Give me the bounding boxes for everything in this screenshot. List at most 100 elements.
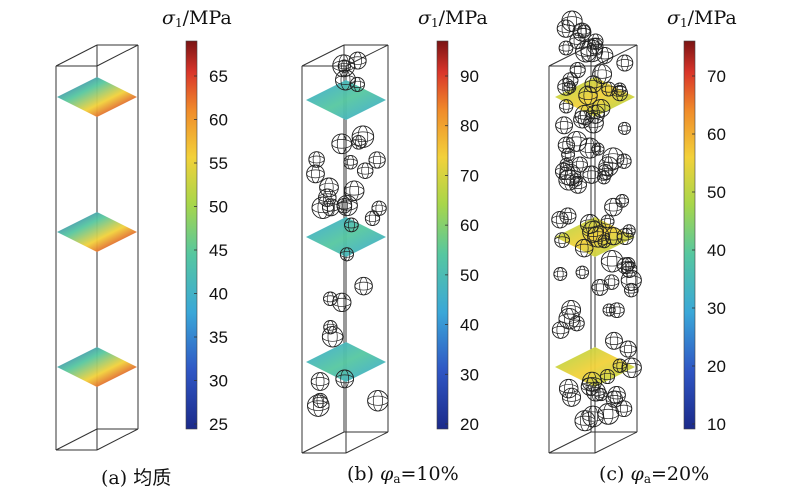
aggregate-particle-c xyxy=(600,249,624,273)
stress-slice-b-1 xyxy=(306,80,386,120)
caption-a: (a) 均质 xyxy=(101,467,172,489)
stress-slice-c-2 xyxy=(555,217,635,257)
colorbar-tick-a: 35 xyxy=(209,328,228,347)
aggregate-particle-b xyxy=(310,372,330,391)
aggregate-particle-c xyxy=(554,232,570,248)
aggregate-particle-b xyxy=(323,291,338,307)
aggregate-particle-b xyxy=(331,133,353,155)
aggregate-particle-c xyxy=(551,321,570,339)
colorbar-tick-b: 80 xyxy=(460,117,479,136)
aggregate-particle-c xyxy=(559,99,574,114)
aggregate-particle-c xyxy=(558,307,580,330)
colorbar-tick-a: 65 xyxy=(209,67,228,86)
aggregate-particle-c xyxy=(580,39,604,63)
aggregate-particle-b xyxy=(337,59,351,73)
aggregate-particle-c xyxy=(600,214,615,229)
aggregate-particle-c xyxy=(559,157,574,172)
aggregate-particle-b xyxy=(339,247,354,262)
aggregate-particle-b xyxy=(321,325,344,348)
aggregate-particle-c xyxy=(624,282,639,298)
aggregate-particle-c xyxy=(569,32,586,50)
aggregate-particle-c xyxy=(553,267,568,281)
colorbar-b xyxy=(436,40,449,430)
aggregate-particle-c xyxy=(616,54,634,72)
colorbar-title-c: σ1/MPa xyxy=(667,7,737,30)
aggregate-particle-b xyxy=(364,210,381,226)
colorbar-tick-c: 30 xyxy=(707,299,726,318)
aggregate-particle-b xyxy=(356,162,374,179)
aggregate-particle-c xyxy=(607,385,626,405)
aggregate-particle-b xyxy=(312,392,328,409)
colorbar-a xyxy=(185,40,198,430)
colorbar-tick-a: 40 xyxy=(209,285,228,304)
aggregate-particle-c xyxy=(615,400,633,418)
aggregate-particle-c xyxy=(556,19,576,38)
aggregate-particle-b xyxy=(343,154,358,170)
aggregate-particle-c xyxy=(559,163,582,186)
aggregate-particle-b xyxy=(371,200,387,216)
aggregate-particle-c xyxy=(573,110,592,129)
aggregate-particle-c xyxy=(583,112,604,134)
aggregate-particle-b xyxy=(319,177,339,198)
colorbar-tick-c: 10 xyxy=(707,415,726,434)
aggregate-particle-c xyxy=(605,390,623,408)
colorbar-tick-a: 55 xyxy=(209,154,228,173)
aggregate-particle-c xyxy=(619,340,637,358)
aggregate-particle-c xyxy=(603,274,620,290)
stress-slice-a-2 xyxy=(57,212,137,252)
aggregate-particle-c xyxy=(621,257,636,272)
aggregate-particle-c xyxy=(575,265,590,280)
aggregate-particle-c xyxy=(621,261,638,278)
colorbar-tick-b: 60 xyxy=(460,216,479,235)
stress-slice-b-3 xyxy=(306,342,386,382)
aggregate-particle-c xyxy=(574,410,596,432)
aggregate-particle-c xyxy=(609,302,625,319)
caption-c: (c) φa=20% xyxy=(599,463,710,486)
aggregate-particle-c xyxy=(577,24,591,39)
aggregate-particle-b xyxy=(351,125,375,148)
aggregate-particle-c xyxy=(582,220,605,243)
colorbar-tick-c: 50 xyxy=(707,183,726,202)
aggregate-particle-c xyxy=(617,121,632,135)
aggregate-particle-b xyxy=(306,164,325,184)
aggregate-particle-c xyxy=(561,387,582,407)
colorbar-tick-a: 45 xyxy=(209,241,228,260)
stress-slice-a-3 xyxy=(57,347,137,387)
aggregate-particle-c xyxy=(584,75,603,94)
aggregate-particle-c xyxy=(594,388,608,402)
aggregate-particle-c xyxy=(561,147,576,162)
aggregate-particle-c xyxy=(622,224,636,238)
aggregate-particle-b xyxy=(344,217,359,233)
aggregate-particle-c xyxy=(561,10,583,32)
colorbar-tick-c: 40 xyxy=(707,241,726,260)
aggregate-particle-c xyxy=(558,169,580,191)
colorbar-tick-b: 40 xyxy=(460,316,479,335)
colorbar-title-a: σ1/MPa xyxy=(162,7,232,30)
aggregate-particle-c xyxy=(591,278,609,296)
aggregate-particle-c xyxy=(598,156,619,177)
aggregate-particle-c xyxy=(558,40,574,56)
colorbar-tick-b: 70 xyxy=(460,166,479,185)
colorbar-tick-c: 60 xyxy=(707,125,726,144)
aggregate-particle-b xyxy=(308,151,325,168)
colorbar-tick-c: 20 xyxy=(707,357,726,376)
aggregate-particle-b xyxy=(368,151,386,169)
stress-slice-b-2 xyxy=(306,217,386,257)
aggregate-particle-c xyxy=(602,303,616,317)
colorbar-c xyxy=(683,40,696,430)
aggregate-particle-b xyxy=(367,389,389,412)
aggregate-particle-b xyxy=(335,69,356,91)
aggregate-particle-c xyxy=(615,194,630,208)
aggregate-particle-b xyxy=(311,196,335,219)
aggregate-particle-b xyxy=(318,188,337,207)
stress-slice-a-1 xyxy=(57,77,137,117)
colorbar-tick-a: 25 xyxy=(209,415,228,434)
colorbar-tick-c: 70 xyxy=(707,67,726,86)
caption-b: (b) φa=10% xyxy=(347,463,459,486)
aggregate-particle-b xyxy=(351,134,367,150)
colorbar-title-b: σ1/MPa xyxy=(418,7,488,30)
aggregate-particle-c xyxy=(621,357,642,379)
aggregate-particle-c xyxy=(551,210,569,229)
aggregate-particle-c xyxy=(562,72,579,89)
